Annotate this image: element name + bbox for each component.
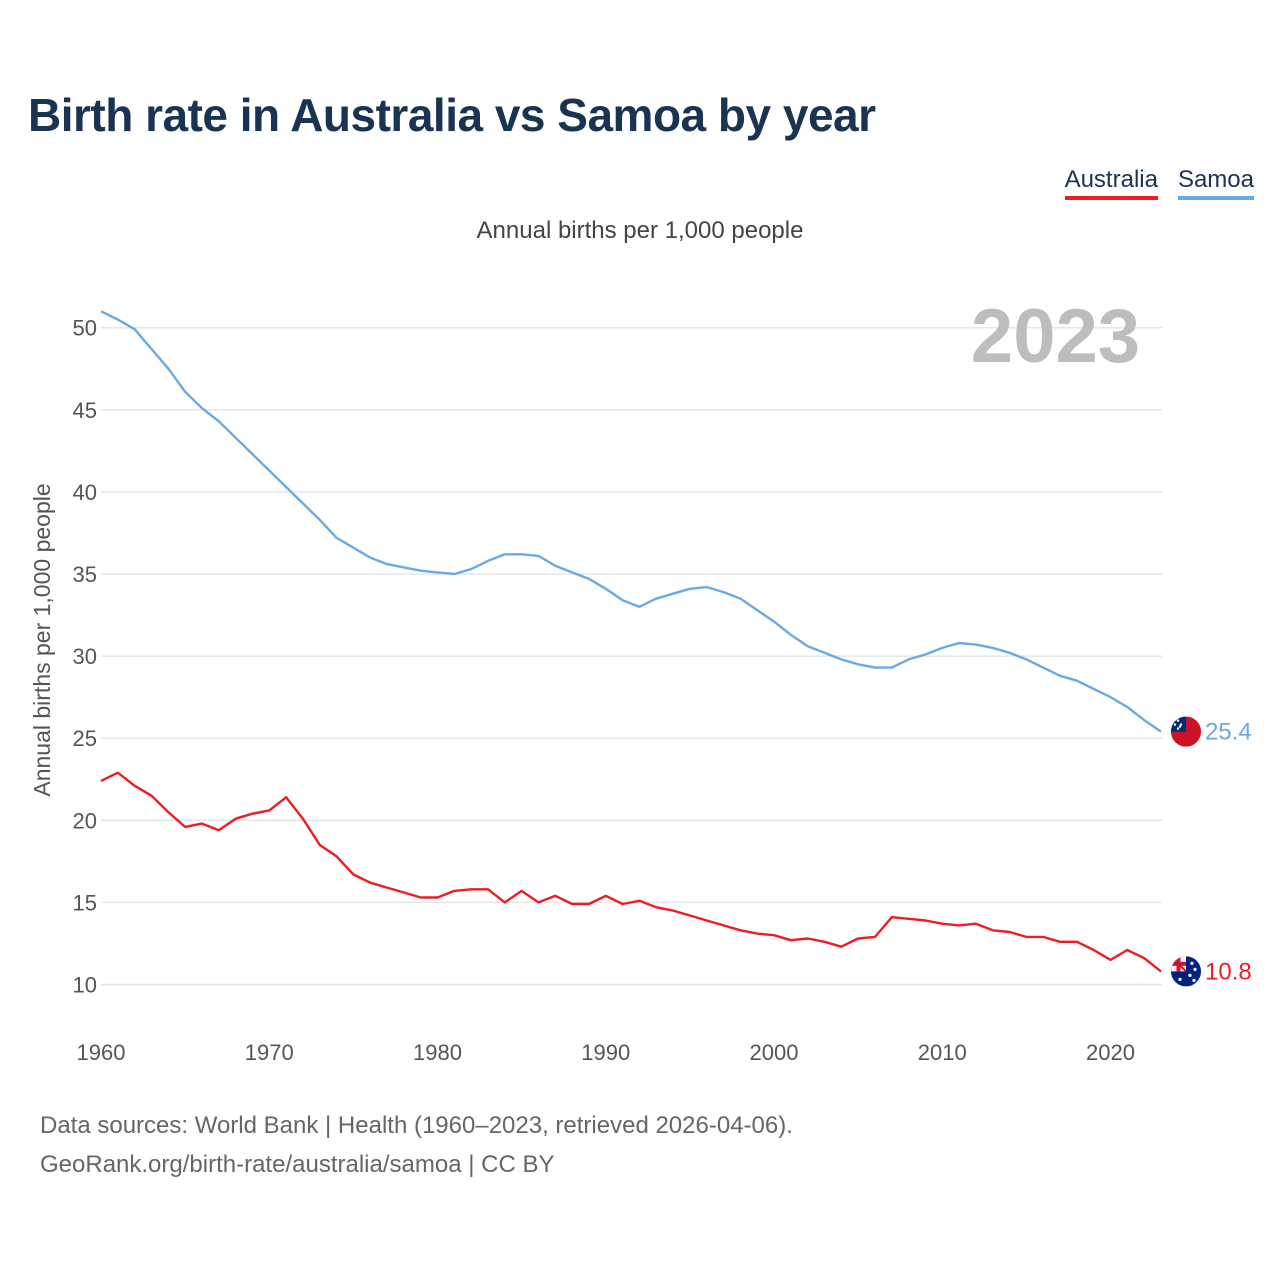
x-tick-label: 2000 (750, 1040, 799, 1065)
x-tick-label: 2020 (1086, 1040, 1135, 1065)
series-line-samoa (100, 310, 1162, 733)
footer: Data sources: World Bank | Health (1960–… (40, 1106, 793, 1184)
chart-title: Birth rate in Australia vs Samoa by year (28, 89, 876, 141)
x-tick-label: 1980 (413, 1040, 462, 1065)
end-value-label-australia: 10.8 (1205, 958, 1252, 985)
legend-item-samoa[interactable]: Samoa (1177, 166, 1254, 200)
legend-item-australia[interactable]: Australia (1064, 166, 1158, 200)
y-tick-label: 15 (73, 890, 97, 915)
series-end-markers: 10.8 25.4 (1170, 716, 1252, 987)
y-tick-label: 30 (73, 644, 97, 669)
y-tick-label: 35 (73, 562, 97, 587)
x-tick-label: 1960 (77, 1040, 126, 1065)
y-tick-label: 45 (73, 398, 97, 423)
x-tick-label: 1970 (245, 1040, 294, 1065)
x-tick-label: 2010 (918, 1040, 967, 1065)
series-line-australia (100, 771, 1162, 973)
flag-samoa-icon (1170, 716, 1202, 748)
y-tick-label: 50 (73, 316, 97, 341)
y-tick-label: 10 (73, 973, 97, 998)
y-axis-title: Annual births per 1,000 people (29, 483, 55, 796)
gridlines (101, 326, 1162, 986)
y-tick-label: 20 (73, 808, 97, 833)
axes: 10 15 20 25 30 35 40 45 50 1960 1970 1980 1990 2000 20… (73, 316, 1135, 1065)
x-tick-label: 1990 (581, 1040, 630, 1065)
footer-link[interactable]: GeoRank.org/birth-rate/australia/samoa |… (40, 1151, 555, 1178)
y-tick-label: 25 (73, 726, 97, 751)
y-tick-label: 40 (73, 480, 97, 505)
series (100, 310, 1162, 973)
flag-australia-icon (1170, 955, 1202, 987)
legend: Australia Samoa (1064, 166, 1254, 200)
end-value-label-samoa: 25.4 (1205, 719, 1252, 746)
year-watermark: 2023 (971, 294, 1140, 379)
chart-subtitle: Annual births per 1,000 people (476, 217, 804, 244)
footer-sources: Data sources: World Bank | Health (1960–… (40, 1112, 793, 1139)
